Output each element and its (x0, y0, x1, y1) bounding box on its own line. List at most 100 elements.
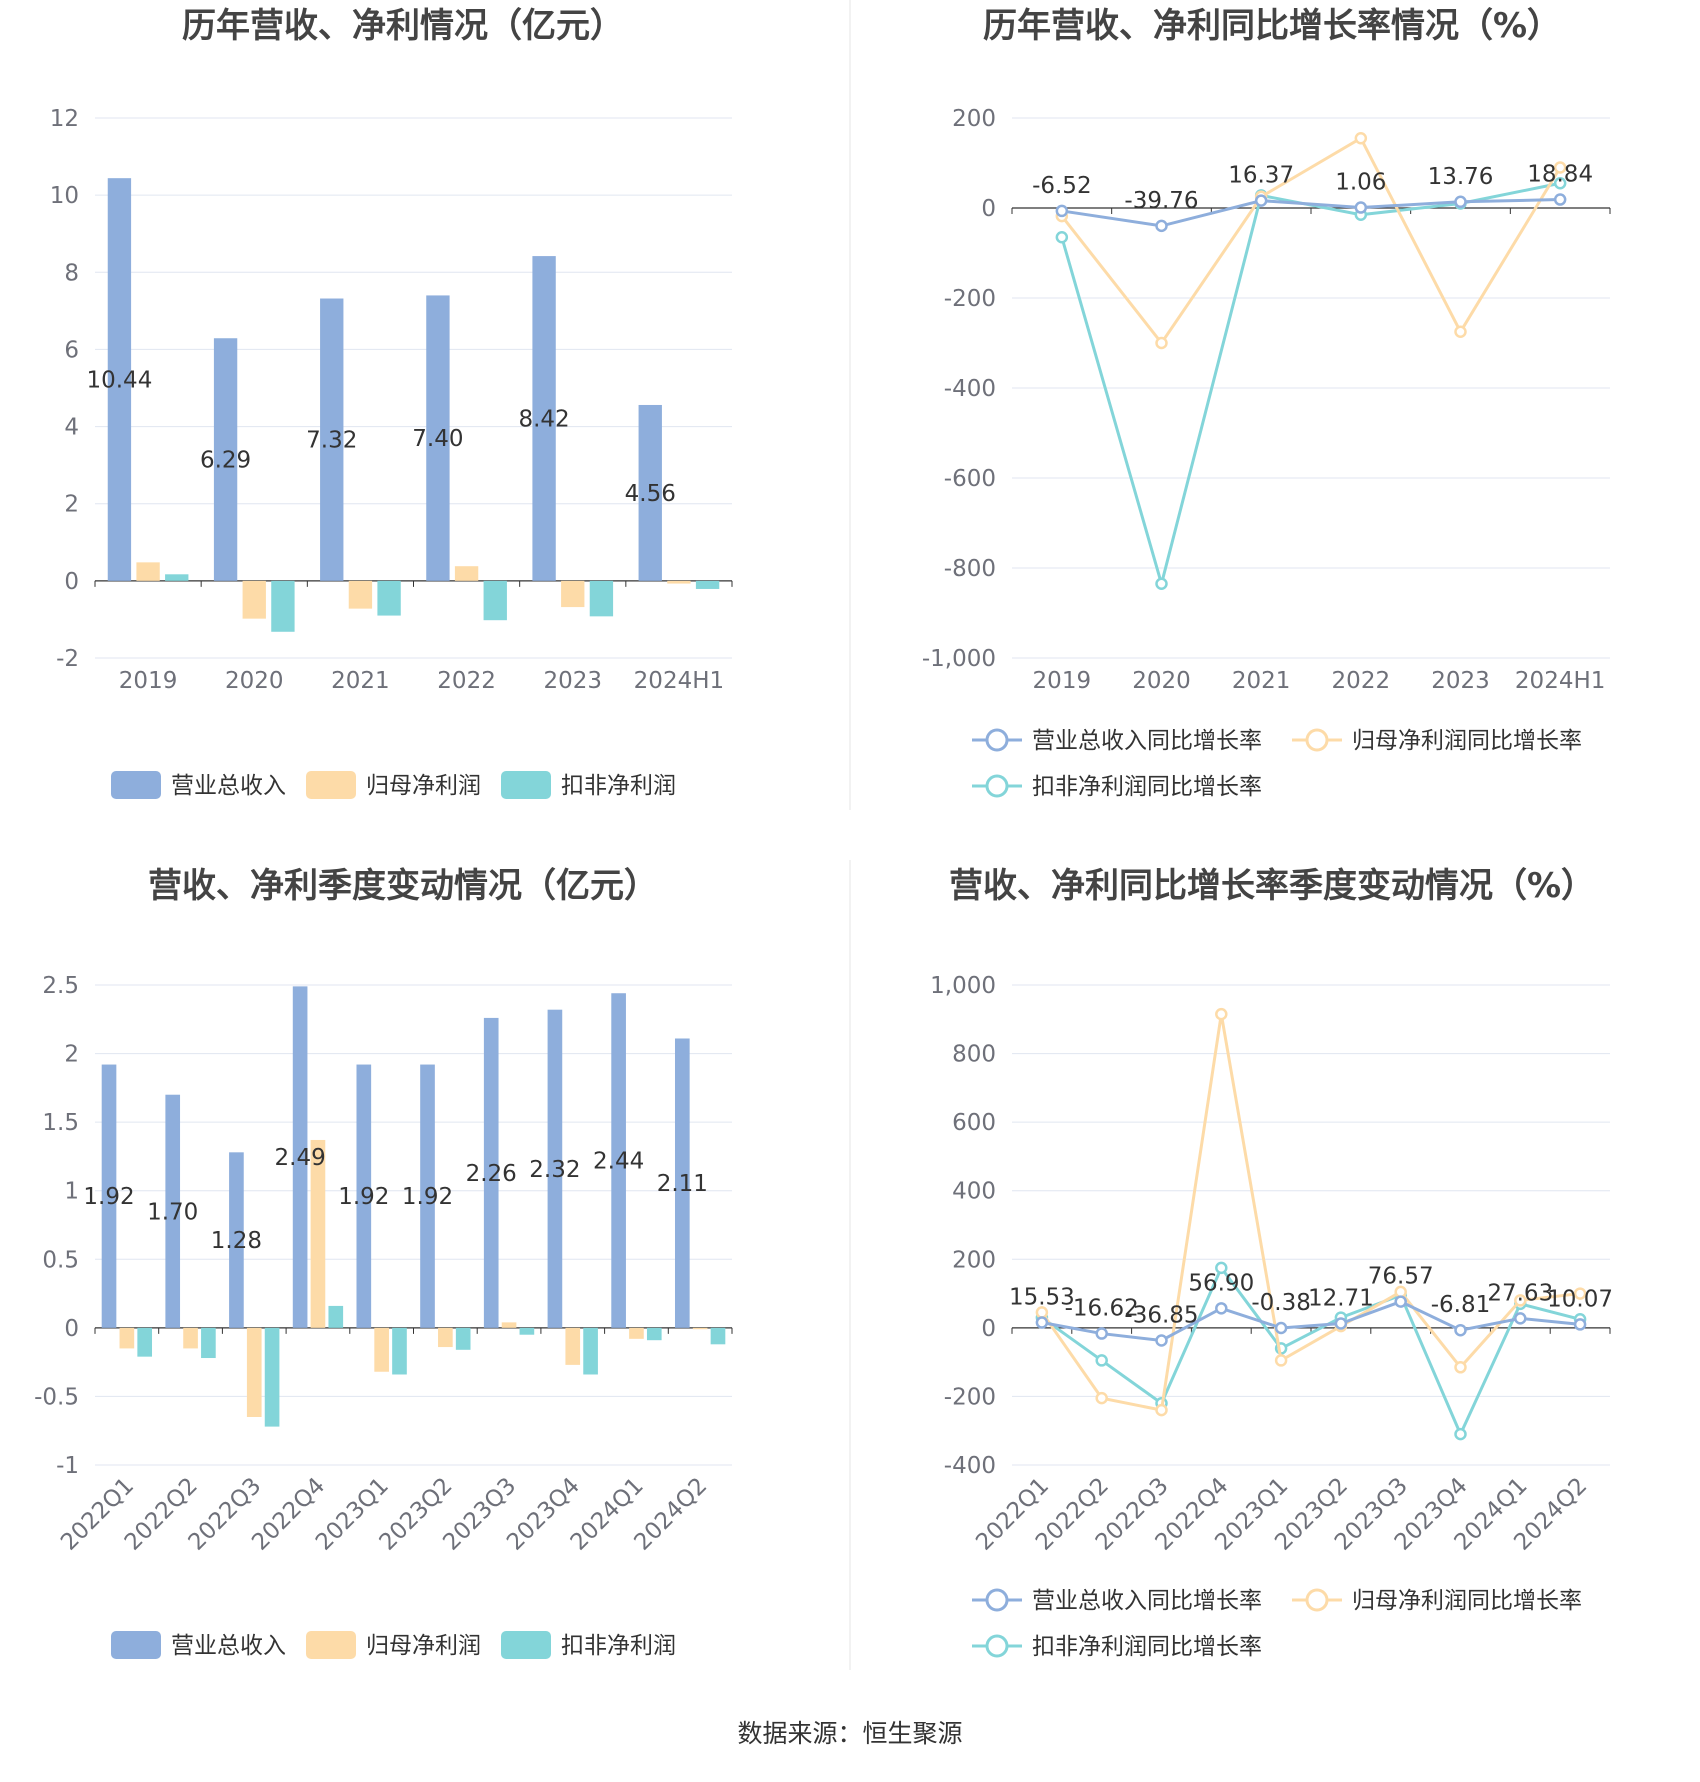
y-tick-label: 0 (981, 1316, 996, 1342)
quarterly-amounts-plot: -1-0.500.511.522.52022Q12022Q22022Q32022… (34, 973, 733, 1659)
data-label: 15.53 (1009, 1285, 1075, 1311)
bar (667, 580, 691, 584)
y-tick-label: 0.5 (42, 1247, 79, 1273)
data-label: 2.44 (593, 1149, 644, 1175)
bar (420, 1064, 435, 1328)
bar (264, 1327, 280, 1427)
series-point (1454, 1323, 1467, 1337)
series-point (1055, 204, 1069, 218)
data-label: 1.06 (1335, 170, 1386, 196)
data-label: 2.32 (529, 1157, 580, 1183)
annual-amounts-plot: -2 0 2 4 6 8 10 12 2019 2020 2021 2022 2023 2024H1 10.… (50, 106, 733, 799)
bar (201, 1327, 216, 1359)
y-tick-label: 200 (952, 106, 996, 132)
y-tick-label: 0 (64, 1316, 79, 1342)
series-point (1553, 177, 1567, 190)
data-label: 27.63 (1487, 1280, 1553, 1306)
y-tick-label: -200 (944, 286, 996, 312)
y-tick-label: 1 (64, 1179, 79, 1205)
legend-label: 归母净利润同比增长率 (1352, 1588, 1582, 1614)
bar (710, 1327, 726, 1345)
bar (561, 580, 585, 608)
y-tick-label: 800 (952, 1042, 996, 1068)
series-point (1035, 1316, 1049, 1329)
data-label: -36.85 (1124, 1302, 1198, 1328)
series-point (1055, 231, 1069, 244)
series-line (1060, 136, 1562, 346)
bar (638, 404, 662, 581)
series-point (1514, 1294, 1527, 1307)
bar (292, 986, 308, 1328)
y-tick-label: -400 (944, 376, 996, 402)
series-point (1334, 1317, 1348, 1330)
legend-swatch-marker (985, 774, 1009, 798)
y-tick-label: 12 (50, 106, 79, 132)
legend-swatch-marker (1305, 728, 1329, 752)
series-point (1394, 1295, 1407, 1308)
bar (377, 580, 401, 616)
data-label: 1.92 (402, 1184, 453, 1210)
series-point (1573, 1318, 1587, 1331)
series-point (1254, 194, 1268, 207)
bar (246, 1327, 262, 1417)
bar (611, 993, 626, 1328)
y-tick-label: -0.5 (34, 1384, 79, 1410)
bar (320, 298, 344, 581)
y-tick-label: 2.5 (42, 973, 79, 999)
bar (137, 1327, 153, 1357)
bar (101, 1064, 117, 1328)
data-label: 1.70 (147, 1199, 198, 1225)
x-tick-label: 2022 (1332, 668, 1391, 694)
legend-label: 扣非净利润 (561, 1633, 676, 1659)
y-tick-label: 1.5 (42, 1110, 79, 1136)
legend-label: 归母净利润同比增长率 (1352, 728, 1582, 754)
data-label: 8.42 (518, 406, 569, 432)
series-point (1155, 219, 1168, 233)
series-point (1095, 1391, 1108, 1405)
bar (547, 1009, 563, 1328)
series-point (1553, 193, 1567, 206)
legend-swatch-marker (985, 1634, 1009, 1658)
series-point (1215, 1302, 1228, 1315)
x-tick-label: 2020 (225, 668, 284, 694)
bar (501, 1322, 517, 1328)
bar (583, 1327, 598, 1375)
bar (183, 1327, 198, 1349)
y-tick-label: 8 (64, 260, 79, 286)
series-point (1155, 577, 1168, 590)
chart-title-quarterly-growth: 营收、净利同比增长率季度变动情况（%） (949, 866, 1595, 906)
data-label: 1.92 (83, 1184, 134, 1210)
data-label: -16.62 (1065, 1296, 1139, 1322)
series-point (1454, 1361, 1467, 1374)
bar (674, 1038, 690, 1328)
x-tick-label: 2019 (1033, 668, 1092, 694)
y-tick-label: 2 (64, 492, 79, 518)
data-label: 16.37 (1228, 163, 1294, 189)
legend-label: 营业总收入同比增长率 (1032, 728, 1262, 754)
y-tick-label: 1,000 (930, 973, 996, 999)
y-tick-label: -400 (944, 1453, 996, 1479)
series-line (1060, 181, 1561, 590)
data-label: 7.40 (412, 426, 463, 452)
bar (107, 178, 132, 581)
data-label: -0.38 (1251, 1290, 1311, 1316)
series-point (1274, 1321, 1288, 1335)
y-tick-label: 0 (981, 196, 996, 222)
bar (454, 566, 479, 581)
x-tick-label: 2023 (1431, 668, 1490, 694)
data-label: 76.57 (1368, 1264, 1434, 1290)
bar (310, 1139, 326, 1328)
y-tick-label: 0 (64, 569, 79, 595)
bar (532, 256, 556, 581)
bar (356, 1064, 372, 1328)
series-point (1354, 132, 1368, 145)
bar (426, 295, 450, 581)
x-tick-label: 2022 (437, 668, 496, 694)
data-label: 1.92 (338, 1184, 389, 1210)
x-tick-label: 2021 (1232, 668, 1291, 694)
legend-label: 营业总收入同比增长率 (1032, 1588, 1262, 1614)
y-tick-label: -200 (944, 1384, 996, 1410)
legend-swatch (501, 771, 551, 799)
series-point (1454, 1427, 1467, 1441)
